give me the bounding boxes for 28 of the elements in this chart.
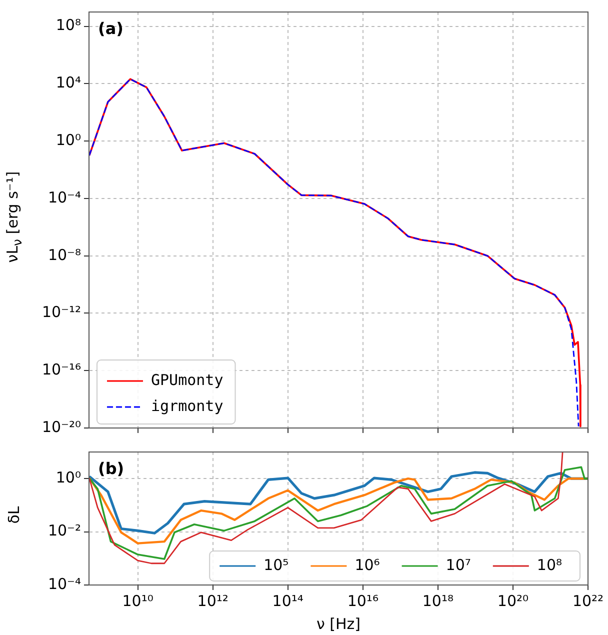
- y-tick-label: 10⁰: [56, 468, 81, 486]
- y-tick-label: 10⁰: [56, 130, 81, 149]
- y-tick-label: 10⁻⁸: [48, 246, 81, 264]
- y-tick-label: 10⁴: [56, 74, 81, 92]
- annotation: (b): [98, 459, 124, 478]
- y-tick-label: 10⁻¹²: [42, 303, 81, 322]
- x-tick-label: 10²⁰: [497, 592, 529, 610]
- y-tick-label: 10⁸: [56, 16, 81, 34]
- x-tick-label: 10¹⁰: [122, 592, 154, 610]
- annotation: (a): [98, 19, 124, 38]
- y-tick-label: 10⁻⁴: [48, 188, 81, 206]
- x-axis-title: ν [Hz]: [316, 615, 361, 633]
- legend-label: 10⁶: [354, 556, 380, 574]
- y-tick-label: 10⁻²⁰: [42, 418, 81, 436]
- x-tick-label: 10¹²: [197, 592, 228, 610]
- x-tick-label: 10¹⁴: [272, 592, 304, 610]
- x-tick-label: 10²²: [572, 592, 604, 610]
- legend-label: igrmonty: [151, 396, 224, 415]
- x-tick-label: 10¹⁶: [347, 592, 378, 610]
- y-axis-title: δL: [5, 506, 23, 524]
- legend-label: 10⁸: [536, 556, 562, 574]
- legend-label: 10⁷: [446, 556, 471, 574]
- x-tick-label: 10¹⁸: [422, 592, 454, 610]
- y-tick-label: 10⁻¹⁶: [42, 360, 81, 379]
- legend-label: 10⁵: [264, 556, 289, 574]
- legend-label: GPUmonty: [151, 370, 224, 389]
- y-tick-label: 10⁻⁴: [48, 574, 81, 593]
- y-tick-label: 10⁻²: [48, 522, 81, 540]
